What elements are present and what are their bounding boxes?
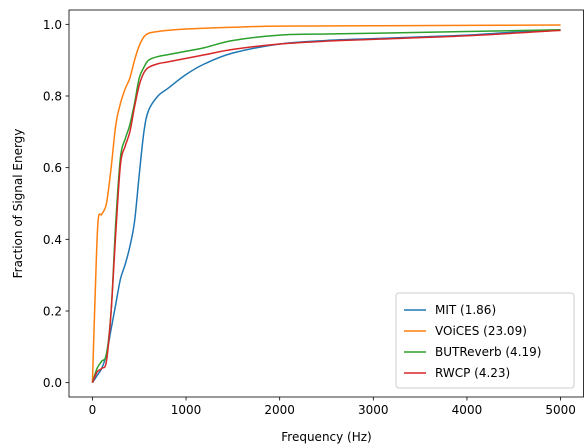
x-tick-label: 0 <box>89 403 97 417</box>
plot-area <box>91 24 561 384</box>
y-tick-label: 0.0 <box>43 376 62 390</box>
x-tick-label: 3000 <box>358 403 389 417</box>
y-axis-label: Fraction of Signal Energy <box>11 129 25 279</box>
legend-entry: RWCP (4.23) <box>435 366 510 380</box>
y-tick-label: 0.8 <box>43 90 62 104</box>
series-line-3 <box>91 29 561 383</box>
legend-entry: VOiCES (23.09) <box>435 324 527 338</box>
x-tick-label: 1000 <box>171 403 202 417</box>
y-tick-label: 1.0 <box>43 18 62 32</box>
y-tick-label: 0.6 <box>43 161 62 175</box>
x-tick-label: 4000 <box>452 403 483 417</box>
x-tick-label: 5000 <box>545 403 576 417</box>
legend-box <box>395 292 575 389</box>
y-tick-label: 0.4 <box>43 233 62 247</box>
legend: MIT (1.86) VOiCES (23.09) BUTReverb (4.19)… <box>395 292 575 389</box>
series-line-1 <box>91 24 561 383</box>
legend-entry: BUTReverb (4.19) <box>435 345 541 359</box>
x-axis-label: Frequency (Hz) <box>281 430 372 444</box>
legend-entry: MIT (1.86) <box>435 303 496 317</box>
y-tick-label: 0.2 <box>43 305 62 319</box>
x-tick-label: 2000 <box>264 403 295 417</box>
